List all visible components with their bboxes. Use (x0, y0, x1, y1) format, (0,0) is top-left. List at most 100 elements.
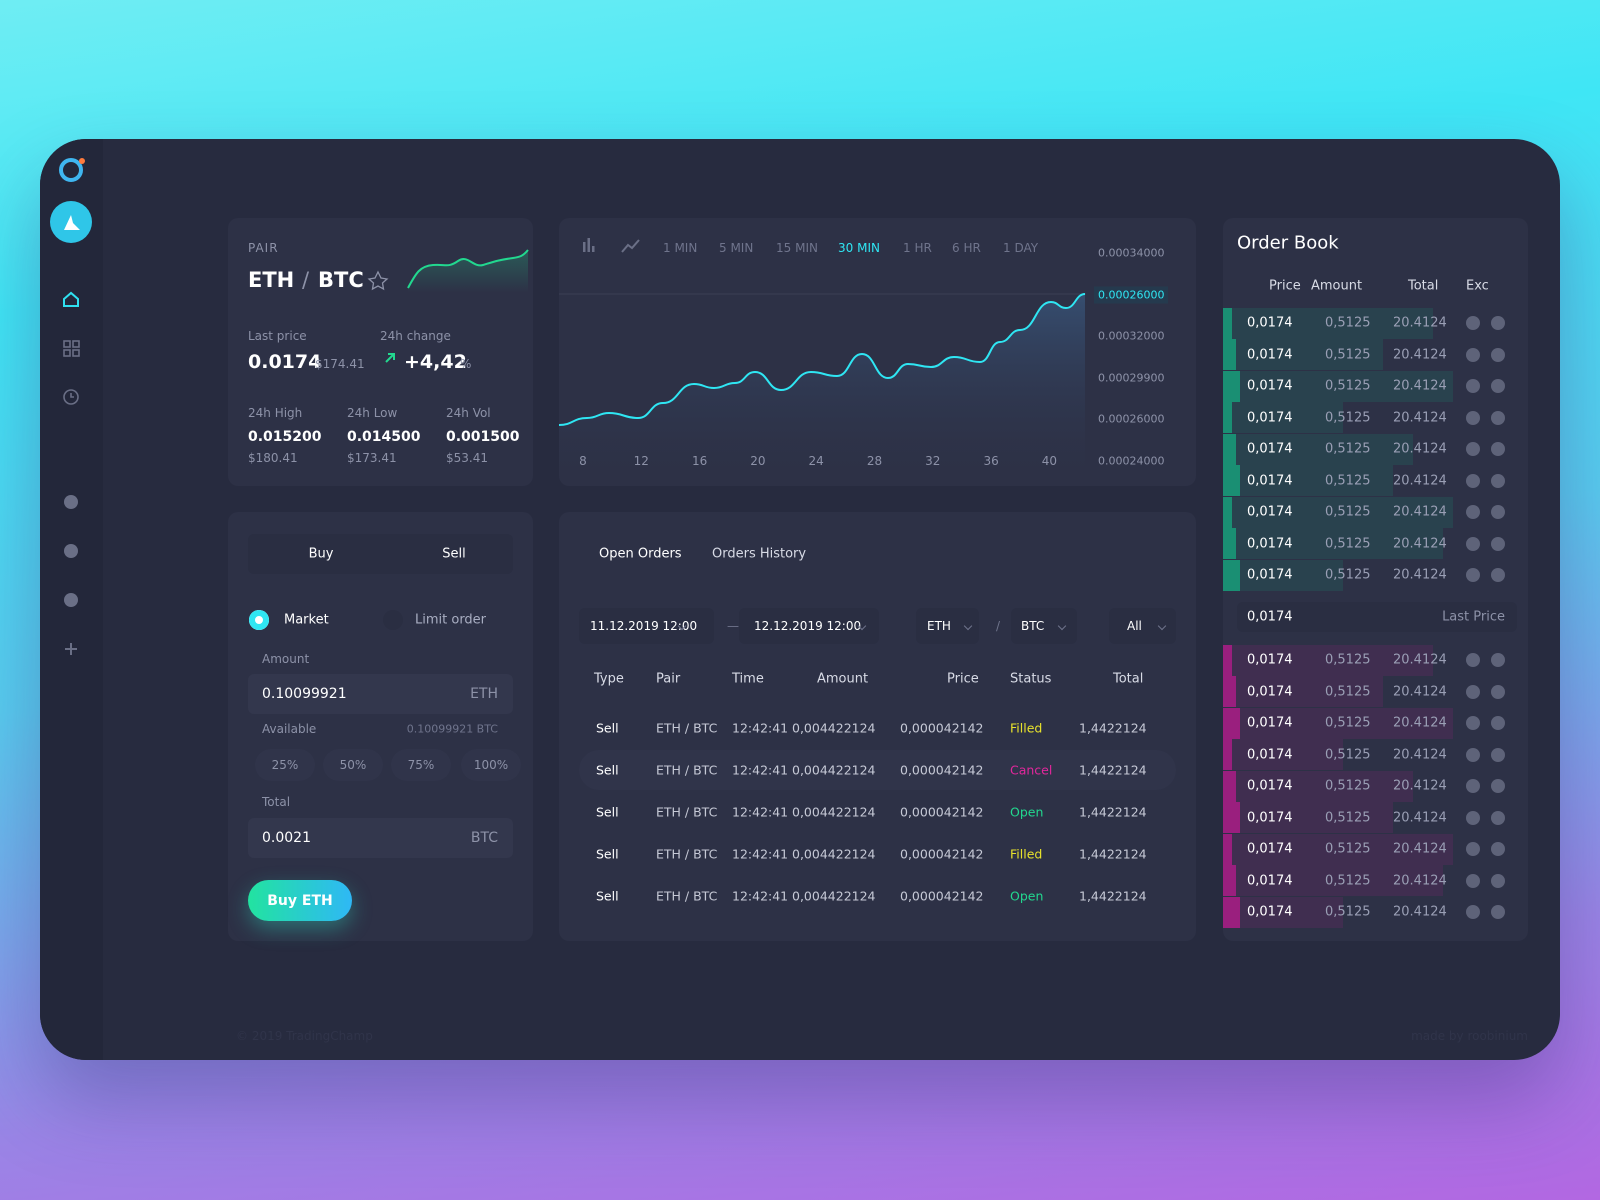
book-cell: 0,0174 (1247, 410, 1293, 425)
exchange-icon (1491, 810, 1505, 825)
column-header[interactable]: Amount (817, 671, 869, 687)
line-chart-icon[interactable] (621, 239, 640, 253)
orders-card: Open Orders Orders History 11.12.2019 12:0… (559, 512, 1196, 941)
y-tick-label: 0.00034000 (1098, 246, 1165, 260)
order-cell: 0,000042142 (900, 846, 984, 862)
book-cell: 0,0174 (1247, 473, 1293, 488)
percent-button[interactable] (461, 749, 521, 781)
book-cell: 0,5125 (1325, 652, 1371, 668)
radio-market[interactable] (249, 610, 269, 630)
history-icon[interactable] (63, 389, 79, 405)
stat-value: 0.015200 (248, 429, 322, 445)
exchange-icon (1491, 536, 1505, 551)
quote-select[interactable] (1011, 608, 1077, 644)
order-cell: 0,004422124 (792, 888, 876, 904)
book-cell: 0,0174 (1247, 504, 1293, 520)
book-cell: 20.4124 (1393, 347, 1447, 362)
status-filter[interactable] (1109, 608, 1176, 644)
order-cell: Sell (596, 888, 619, 904)
orders-tab[interactable]: Open Orders (599, 546, 682, 562)
order-status: Open (1010, 804, 1044, 820)
book-cell: 20.4124 (1393, 841, 1447, 857)
home-icon[interactable] (63, 291, 79, 307)
price-area (559, 294, 1085, 486)
percent-label: 100% (473, 758, 509, 772)
order-type[interactable]: Limit order (415, 612, 487, 628)
interval-tab[interactable]: 1 HR (903, 241, 932, 255)
interval-tab[interactable]: 6 HR (952, 241, 981, 255)
last-price-label: Last Price (1442, 609, 1505, 625)
depth-bar (1223, 896, 1343, 928)
stat-label: 24h Vol (446, 406, 491, 420)
book-cell: 0,0174 (1247, 715, 1293, 731)
book-cell: 20.4124 (1393, 410, 1447, 425)
amount-input[interactable] (248, 674, 513, 714)
column-header[interactable]: Time (732, 671, 764, 687)
book-cell: 20.4124 (1393, 504, 1447, 520)
dashboard-icon[interactable] (63, 340, 80, 357)
date-to-field[interactable] (739, 608, 879, 644)
date-from: 11.12.2019 12:00 (590, 619, 698, 633)
column-header[interactable]: Price (947, 671, 979, 687)
exchange-icon (1491, 568, 1505, 582)
dash-icon[interactable] (64, 593, 78, 607)
trade-tab[interactable]: Buy (308, 546, 334, 562)
orders-tab[interactable]: Orders History (712, 546, 807, 562)
column-header[interactable]: Type (594, 671, 624, 687)
interval-tab[interactable]: 1 MIN (663, 241, 698, 255)
trade-tab[interactable]: Sell (442, 546, 466, 562)
depth-edge (1223, 559, 1240, 591)
favorite-star[interactable] (367, 270, 389, 291)
x-tick-label: 8 (579, 454, 587, 468)
change-arrow (385, 353, 395, 363)
depth-bar (1223, 339, 1383, 370)
book-cell: 0,0174 (1247, 747, 1293, 762)
percent-button[interactable] (391, 749, 451, 781)
column-header[interactable]: Status (1010, 671, 1052, 687)
interval-tab[interactable]: 30 MIN (838, 241, 880, 255)
column-header[interactable]: Total (1113, 671, 1144, 687)
book-cell: 0,5125 (1325, 378, 1371, 394)
order-type[interactable]: Market (284, 612, 329, 628)
book-cell: 0,5125 (1325, 715, 1371, 731)
book-cell: 0,0174 (1247, 873, 1293, 888)
exchange-icon (1491, 873, 1505, 888)
exchange-icon (1466, 410, 1480, 425)
ethereum-icon[interactable] (64, 544, 78, 558)
base-select[interactable] (916, 608, 979, 644)
bar-chart-icon[interactable] (583, 238, 595, 252)
order-cell: 12:42:41 (732, 762, 789, 778)
book-cell: 0,0174 (1247, 904, 1293, 920)
book-cell: 0,0174 (1247, 441, 1293, 457)
interval-tab[interactable]: 1 DAY (1003, 241, 1039, 255)
depth-bar (1223, 370, 1453, 402)
total-input[interactable] (248, 818, 513, 858)
interval-tab[interactable]: 15 MIN (776, 241, 818, 255)
depth-bar (1223, 559, 1343, 591)
column-header[interactable]: Pair (656, 671, 681, 687)
interval-tab[interactable]: 5 MIN (719, 241, 754, 255)
exchange-icon (1466, 810, 1480, 825)
depth-bar (1223, 770, 1413, 802)
buy-button[interactable] (248, 880, 352, 921)
x-tick-label: 36 (983, 454, 999, 468)
depth-edge (1223, 707, 1240, 739)
radio-limit[interactable] (383, 610, 403, 630)
percent-button[interactable] (255, 749, 315, 781)
book-cell: 0,0174 (1247, 684, 1293, 699)
exchange-icon (1466, 905, 1480, 919)
column-header: Price (1269, 278, 1301, 294)
percent-button[interactable] (323, 749, 383, 781)
add-icon[interactable] (65, 643, 77, 655)
bitcoin-icon[interactable] (64, 495, 78, 509)
app-window: PAIR ETH / BTC Last price 0.0174 $174.41 24h ch… (40, 139, 1560, 1060)
book-cell: 0,5125 (1325, 410, 1371, 425)
amount-unit: ETH (470, 686, 498, 702)
buy-button-label: Buy ETH (267, 893, 333, 909)
book-cell: 0,0174 (1247, 347, 1293, 362)
book-cell: 0,5125 (1325, 473, 1371, 488)
depth-edge (1223, 370, 1240, 402)
order-cell: 1,4422124 (1079, 720, 1147, 736)
x-tick-label: 12 (633, 454, 649, 468)
date-from-field[interactable] (579, 608, 714, 644)
